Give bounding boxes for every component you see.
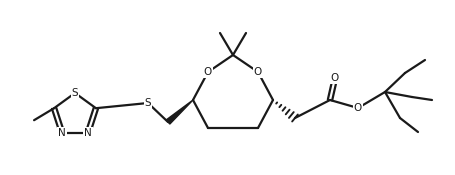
Text: O: O (330, 73, 339, 83)
Text: O: O (353, 103, 361, 113)
Text: N: N (84, 128, 91, 138)
Text: N: N (58, 128, 66, 138)
Text: O: O (253, 67, 262, 77)
Text: S: S (144, 98, 151, 108)
Text: S: S (71, 88, 78, 98)
Text: O: O (203, 67, 212, 77)
Polygon shape (166, 100, 192, 124)
